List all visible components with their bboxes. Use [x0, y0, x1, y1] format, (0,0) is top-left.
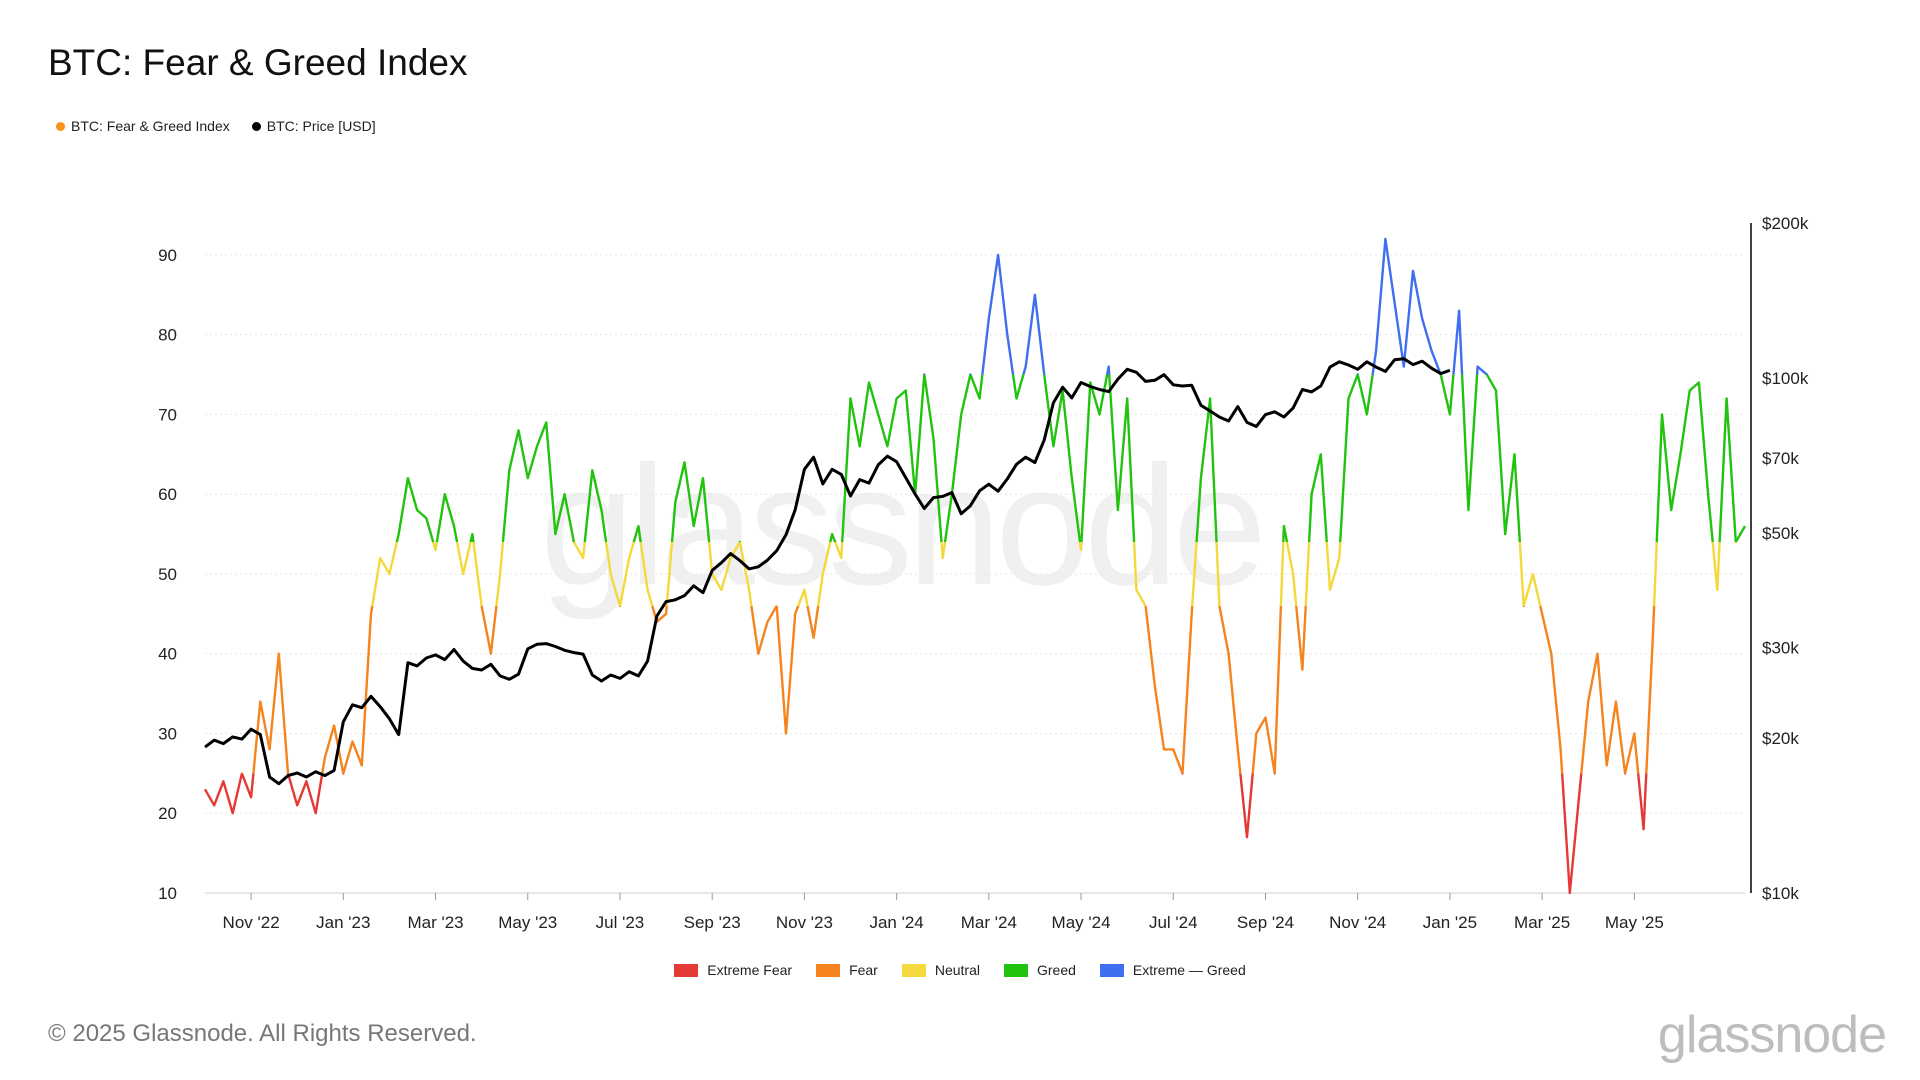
x-tick-label: Mar '23	[407, 913, 463, 932]
y-right-tick-label: $70k	[1762, 449, 1799, 468]
zone-swatch-greed	[1004, 963, 1028, 977]
y-right-tick-label: $20k	[1762, 729, 1799, 748]
y-right-tick-label: $100k	[1762, 369, 1809, 388]
zone-swatch-fear	[816, 963, 841, 977]
chart-title: BTC: Fear & Greed Index	[48, 42, 468, 83]
zone-legend-extreme-fear[interactable]: Extreme Fear	[674, 962, 792, 978]
watermark-logo: glassnode	[540, 431, 1267, 621]
zone-label-greed: Greed	[1037, 962, 1076, 978]
zone-legend-neutral[interactable]: Neutral	[901, 962, 980, 978]
copyright-footer: © 2025 Glassnode. All Rights Reserved.	[48, 1020, 477, 1047]
y-left-tick-label: 90	[158, 246, 177, 265]
x-tick-label: Sep '24	[1237, 913, 1294, 932]
brand-logo: glassnode	[1657, 1006, 1887, 1064]
y-left-tick-label: 40	[158, 645, 177, 664]
fear-greed-line-extreme-greed	[923, 237, 1489, 375]
zone-swatch-neutral	[901, 963, 926, 977]
y-left-tick-label: 80	[158, 326, 177, 345]
x-tick-label: Nov '22	[223, 913, 280, 932]
top-legend: BTC: Fear & Greed Index BTC: Price [USD]	[56, 118, 376, 134]
y-right-tick-label: $10k	[1762, 884, 1799, 903]
y-left-tick-label: 50	[158, 565, 177, 584]
y-left-tick-label: 10	[158, 884, 177, 903]
x-tick-label: Mar '24	[961, 913, 1017, 932]
fear-greed-line-greed	[395, 374, 1747, 543]
zone-legend-extreme-greed[interactable]: Extreme — Greed	[1099, 962, 1246, 978]
fear-greed-line-neutral	[371, 542, 1738, 606]
y-right-tick-label: $30k	[1762, 638, 1799, 657]
x-tick-label: Mar '25	[1514, 913, 1570, 932]
x-tick-label: Nov '23	[776, 913, 833, 932]
x-tick-label: May '24	[1052, 913, 1111, 932]
y-left-tick-label: 30	[158, 724, 177, 743]
x-tick-label: Jan '25	[1423, 913, 1477, 932]
legend-label-price: BTC: Price [USD]	[266, 118, 376, 134]
legend-label-index: BTC: Fear & Greed Index	[71, 118, 230, 134]
zone-label-extreme-fear: Extreme Fear	[707, 962, 793, 978]
legend-item-index[interactable]: BTC: Fear & Greed Index	[56, 118, 230, 134]
fear-greed-line-fear	[240, 605, 1656, 774]
zone-swatch-extreme-fear	[674, 963, 699, 977]
zone-label-extreme-greed: Extreme — Greed	[1132, 962, 1246, 978]
y-left-tick-label: 20	[158, 804, 177, 823]
x-tick-label: Jan '23	[316, 913, 370, 932]
x-tick-label: Sep '23	[684, 913, 741, 932]
fear-greed-line-extreme-fear	[203, 773, 1648, 895]
y-left-tick-label: 70	[158, 405, 177, 424]
y-right-tick-label: $50k	[1762, 524, 1799, 543]
legend-item-price[interactable]: BTC: Price [USD]	[251, 118, 376, 134]
zone-legend: Extreme Fear Fear Neutral Greed Extreme …	[0, 962, 1920, 978]
zone-swatch-extreme-greed	[1099, 963, 1124, 977]
btc-price-line	[204, 357, 1451, 786]
legend-dot-price	[251, 121, 261, 131]
x-tick-label: Jul '23	[596, 913, 645, 932]
zone-label-neutral: Neutral	[934, 962, 980, 978]
zone-legend-greed[interactable]: Greed	[1004, 962, 1076, 978]
y-left-tick-label: 60	[158, 485, 177, 504]
x-tick-label: May '25	[1605, 913, 1664, 932]
x-tick-label: May '23	[498, 913, 557, 932]
x-tick-label: Jan '24	[869, 913, 923, 932]
y-right-tick-label: $200k	[1762, 214, 1809, 233]
zone-legend-fear[interactable]: Fear	[816, 962, 878, 978]
zone-label-fear: Fear	[849, 962, 878, 978]
x-tick-label: Jul '24	[1149, 913, 1198, 932]
legend-dot-index	[56, 121, 65, 131]
x-tick-label: Nov '24	[1329, 913, 1386, 932]
